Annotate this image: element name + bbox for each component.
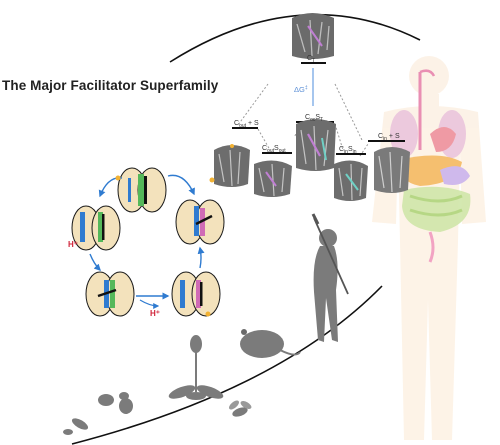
transport-cycle: H⁺ H⁺: [68, 144, 234, 318]
protein-cout-sout: [254, 160, 292, 197]
energy-labels: CT ΔG‡ Cout + S CoutSout CocST CinSin Ci…: [234, 55, 400, 155]
cycle-arrow-top-right: [167, 174, 195, 196]
page-title: The Major Facilitator Superfamily: [2, 78, 219, 93]
protein-cin-sin: [334, 160, 368, 201]
transporter-bottom-right: [171, 271, 221, 317]
substrate-dot: [205, 311, 211, 317]
label-delta-g: ΔG‡: [294, 85, 308, 94]
protein-cin-s: [374, 147, 410, 193]
cycle-arrow-bottom-branch: [139, 299, 160, 309]
microbes: [63, 392, 133, 435]
insect-figure: [229, 400, 252, 417]
protein-cout-s: [214, 145, 250, 187]
proton-label: H⁺: [68, 240, 78, 249]
substrate-dot: [230, 144, 234, 148]
evolution-silhouettes: [63, 213, 349, 435]
substrate-dot: [209, 177, 215, 183]
transporter-top: [117, 167, 167, 213]
proton-label: H⁺: [150, 309, 160, 318]
transporter-left: [71, 205, 121, 251]
protein-transition-state: [292, 13, 334, 59]
label-cin-s: Cin + S: [378, 133, 400, 142]
organs: [390, 69, 471, 263]
plant-figure: [168, 335, 224, 400]
mouse-figure: [240, 329, 301, 358]
background-arc: [169, 13, 421, 63]
cycle-arrow-right: [197, 246, 205, 269]
transporter-right: [175, 199, 225, 245]
human-body-background: [372, 56, 486, 440]
transporter-bottom-left: [85, 271, 135, 317]
ground-arc: [71, 285, 383, 445]
label-cout-s: Cout + S: [234, 120, 259, 129]
label-cin-sin: CinSin: [339, 146, 357, 155]
cycle-arrow-left: [89, 253, 101, 271]
human-figure: [311, 213, 349, 342]
label-coc-s: CocST: [305, 114, 323, 123]
protein-coc-s: [296, 119, 336, 171]
label-cout-sout: CoutSout: [262, 145, 286, 154]
substrate-dot: [115, 175, 121, 181]
protein-structures: [214, 13, 410, 201]
label-transition-state: CT: [307, 55, 315, 64]
